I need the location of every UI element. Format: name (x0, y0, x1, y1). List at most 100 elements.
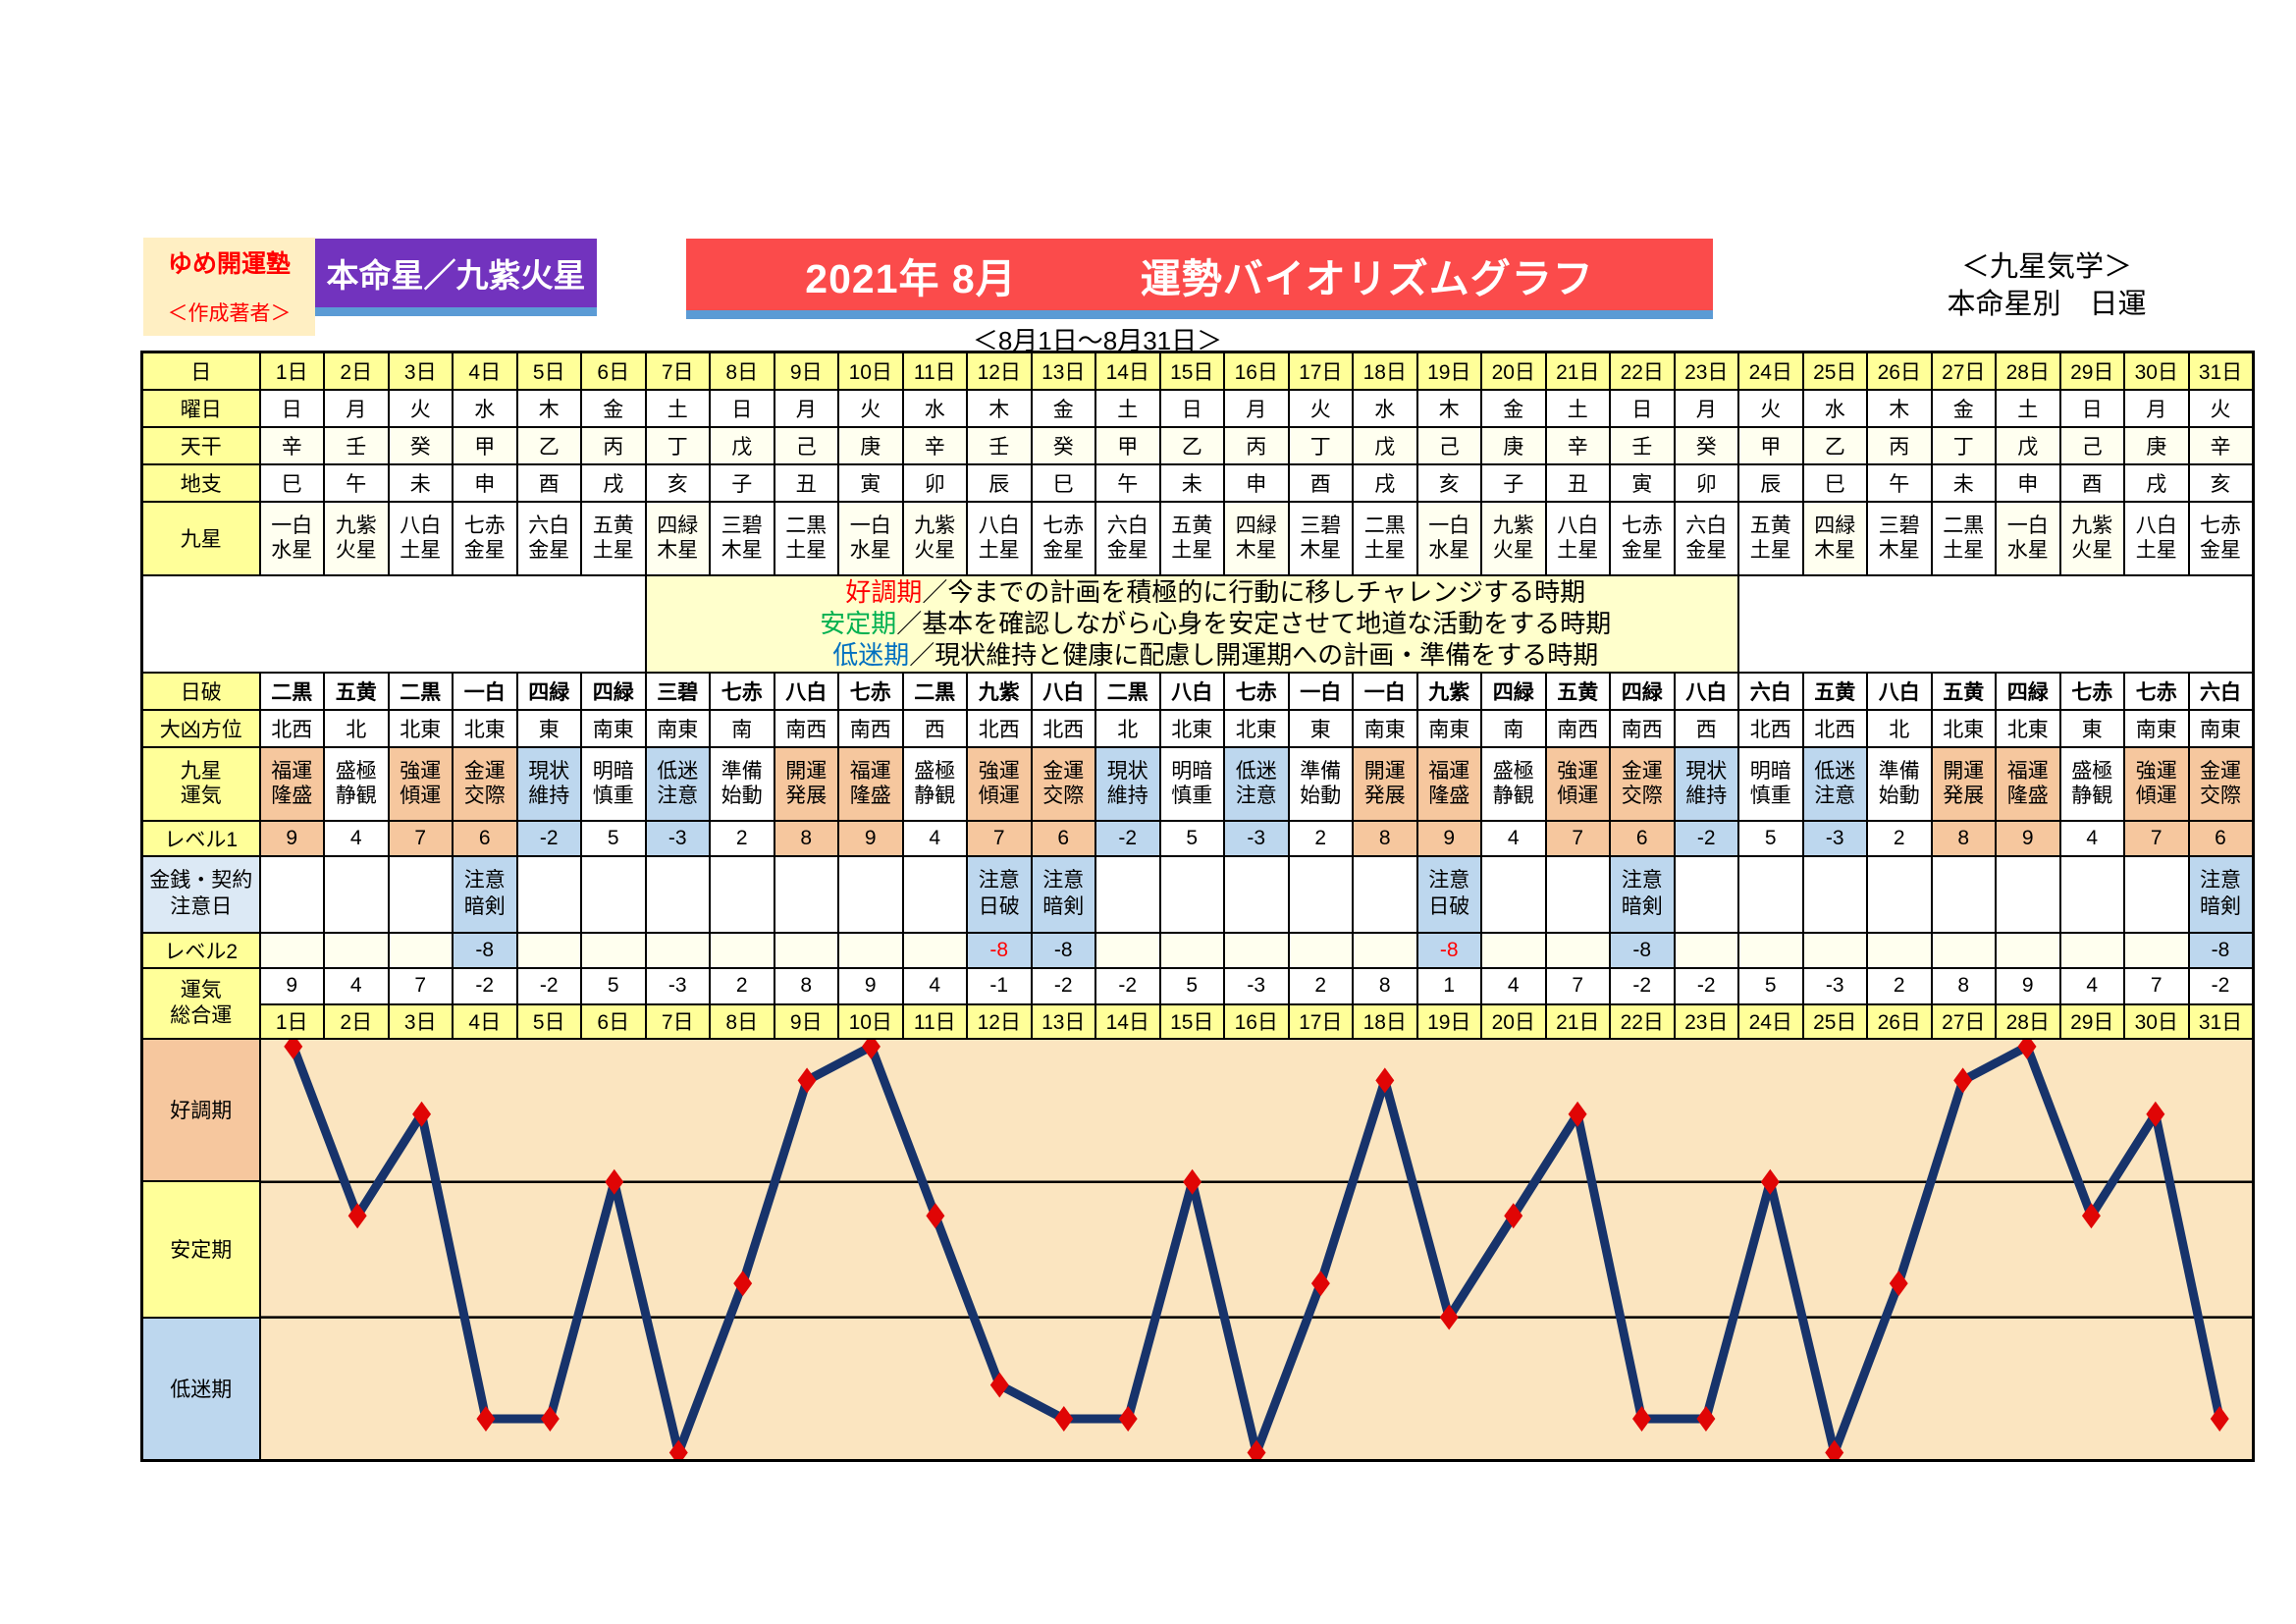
chishi-cell: 酉 (1289, 464, 1354, 502)
daikyo-cell: 北 (324, 710, 389, 747)
caution-cell (517, 856, 582, 933)
tenkan-cell: 丁 (1932, 427, 1997, 464)
caution-cell (1289, 856, 1354, 933)
day-axis-cell: 11日 (903, 1004, 968, 1039)
level1-cell: 4 (1481, 821, 1546, 856)
chishi-cell: 午 (1095, 464, 1160, 502)
nippa-cell: 二黒 (260, 673, 325, 710)
daikyo-cell: 南 (1481, 710, 1546, 747)
caution-cell-anken: 注意暗剣 (1032, 856, 1096, 933)
nippa-cell: 四緑 (1481, 673, 1546, 710)
day-axis-cell: 20日 (1481, 1004, 1546, 1039)
nippa-cell: 七赤 (710, 673, 774, 710)
row-label-nippa: 日破 (142, 673, 260, 710)
chishi-cell: 丑 (1546, 464, 1611, 502)
daikyo-cell: 南東 (1353, 710, 1417, 747)
chishi-cell: 午 (1867, 464, 1932, 502)
level2-cell: -8 (1610, 933, 1675, 968)
day-header-cell: 31日 (2189, 352, 2254, 390)
chishi-cell: 亥 (646, 464, 711, 502)
page-title-banner: 2021年 8月 運勢バイオリズムグラフ (686, 239, 1713, 310)
day-header-cell: 5日 (517, 352, 582, 390)
nippa-cell: 二黒 (1095, 673, 1160, 710)
level2-cell: -8 (967, 933, 1032, 968)
total-cell: -3 (1803, 968, 1868, 1004)
day-header-cell: 29日 (2060, 352, 2125, 390)
daikyo-cell: 北 (1867, 710, 1932, 747)
nippa-cell: 七赤 (1224, 673, 1289, 710)
day-header-cell: 18日 (1353, 352, 1417, 390)
level1-cell: 2 (1867, 821, 1932, 856)
caution-cell (581, 856, 646, 933)
level2-cell (581, 933, 646, 968)
weekday-cell: 金 (1032, 390, 1096, 427)
daikyo-cell: 北東 (389, 710, 454, 747)
weekday-cell: 水 (453, 390, 517, 427)
kyusei-cell: 八白土星 (2124, 502, 2189, 575)
chishi-cell: 酉 (517, 464, 582, 502)
total-cell: 4 (903, 968, 968, 1004)
unki-cell: 強運傾運 (1546, 747, 1611, 821)
weekday-cell: 金 (581, 390, 646, 427)
unki-cell: 準備始動 (1289, 747, 1354, 821)
day-axis-cell: 8日 (710, 1004, 774, 1039)
honmei-star-label: 本命星／九紫火星 (327, 249, 586, 297)
unki-cell: 準備始動 (710, 747, 774, 821)
weekday-cell: 火 (1289, 390, 1354, 427)
day-header-cell: 6日 (581, 352, 646, 390)
kyusei-cell: 九紫火星 (2060, 502, 2125, 575)
total-cell: 5 (1738, 968, 1803, 1004)
total-cell: 2 (1289, 968, 1354, 1004)
level1-cell: 9 (838, 821, 903, 856)
caution-cell (1224, 856, 1289, 933)
unki-cell: 現状維持 (517, 747, 582, 821)
chishi-cell: 申 (1224, 464, 1289, 502)
level1-cell: -3 (1224, 821, 1289, 856)
chishi-cell: 酉 (2060, 464, 2125, 502)
daikyo-cell: 東 (1289, 710, 1354, 747)
kyusei-cell: 五黄土星 (581, 502, 646, 575)
day-axis-cell: 29日 (2060, 1004, 2125, 1039)
day-axis-cell: 2日 (324, 1004, 389, 1039)
kyusei-cell: 二黒土星 (1932, 502, 1997, 575)
chishi-cell: 寅 (1610, 464, 1675, 502)
caution-cell (838, 856, 903, 933)
level1-cell: -2 (1675, 821, 1739, 856)
kyusei-cell: 一白水星 (1996, 502, 2060, 575)
row-label-kyusei: 九星 (142, 502, 260, 575)
caution-cell (1996, 856, 2060, 933)
daikyo-cell: 北東 (453, 710, 517, 747)
kyusei-cell: 六白金星 (1675, 502, 1739, 575)
total-cell: 4 (1481, 968, 1546, 1004)
kyusei-cell: 一白水星 (1417, 502, 1482, 575)
level2-cell (1546, 933, 1611, 968)
chishi-cell: 亥 (2189, 464, 2254, 502)
day-header-cell: 13日 (1032, 352, 1096, 390)
fortune-line (293, 1046, 2218, 1452)
day-header-cell: 12日 (967, 352, 1032, 390)
weekday-cell: 土 (646, 390, 711, 427)
caution-cell (2124, 856, 2189, 933)
level1-cell: 6 (1610, 821, 1675, 856)
day-header-cell: 22日 (1610, 352, 1675, 390)
total-cell: 7 (389, 968, 454, 1004)
total-cell: 4 (324, 968, 389, 1004)
day-header-cell: 11日 (903, 352, 968, 390)
weekday-cell: 土 (1546, 390, 1611, 427)
caution-cell-anken: 注意暗剣 (2189, 856, 2254, 933)
unki-cell: 準備始動 (1867, 747, 1932, 821)
day-header-cell: 24日 (1738, 352, 1803, 390)
caution-cell-nippa: 注意日破 (1417, 856, 1482, 933)
day-header-cell: 15日 (1160, 352, 1225, 390)
kyusei-cell: 四緑木星 (1224, 502, 1289, 575)
day-axis-cell: 12日 (967, 1004, 1032, 1039)
nippa-cell: 九紫 (1417, 673, 1482, 710)
caution-cell (1546, 856, 1611, 933)
day-header-cell: 1日 (260, 352, 325, 390)
brand-box: ゆめ開運塾 ＜作成著者＞ (143, 238, 315, 336)
level1-cell: -3 (646, 821, 711, 856)
level2-cell (1996, 933, 2060, 968)
caution-cell-anken: 注意暗剣 (1610, 856, 1675, 933)
level1-cell: 4 (324, 821, 389, 856)
level1-cell: 8 (1932, 821, 1997, 856)
